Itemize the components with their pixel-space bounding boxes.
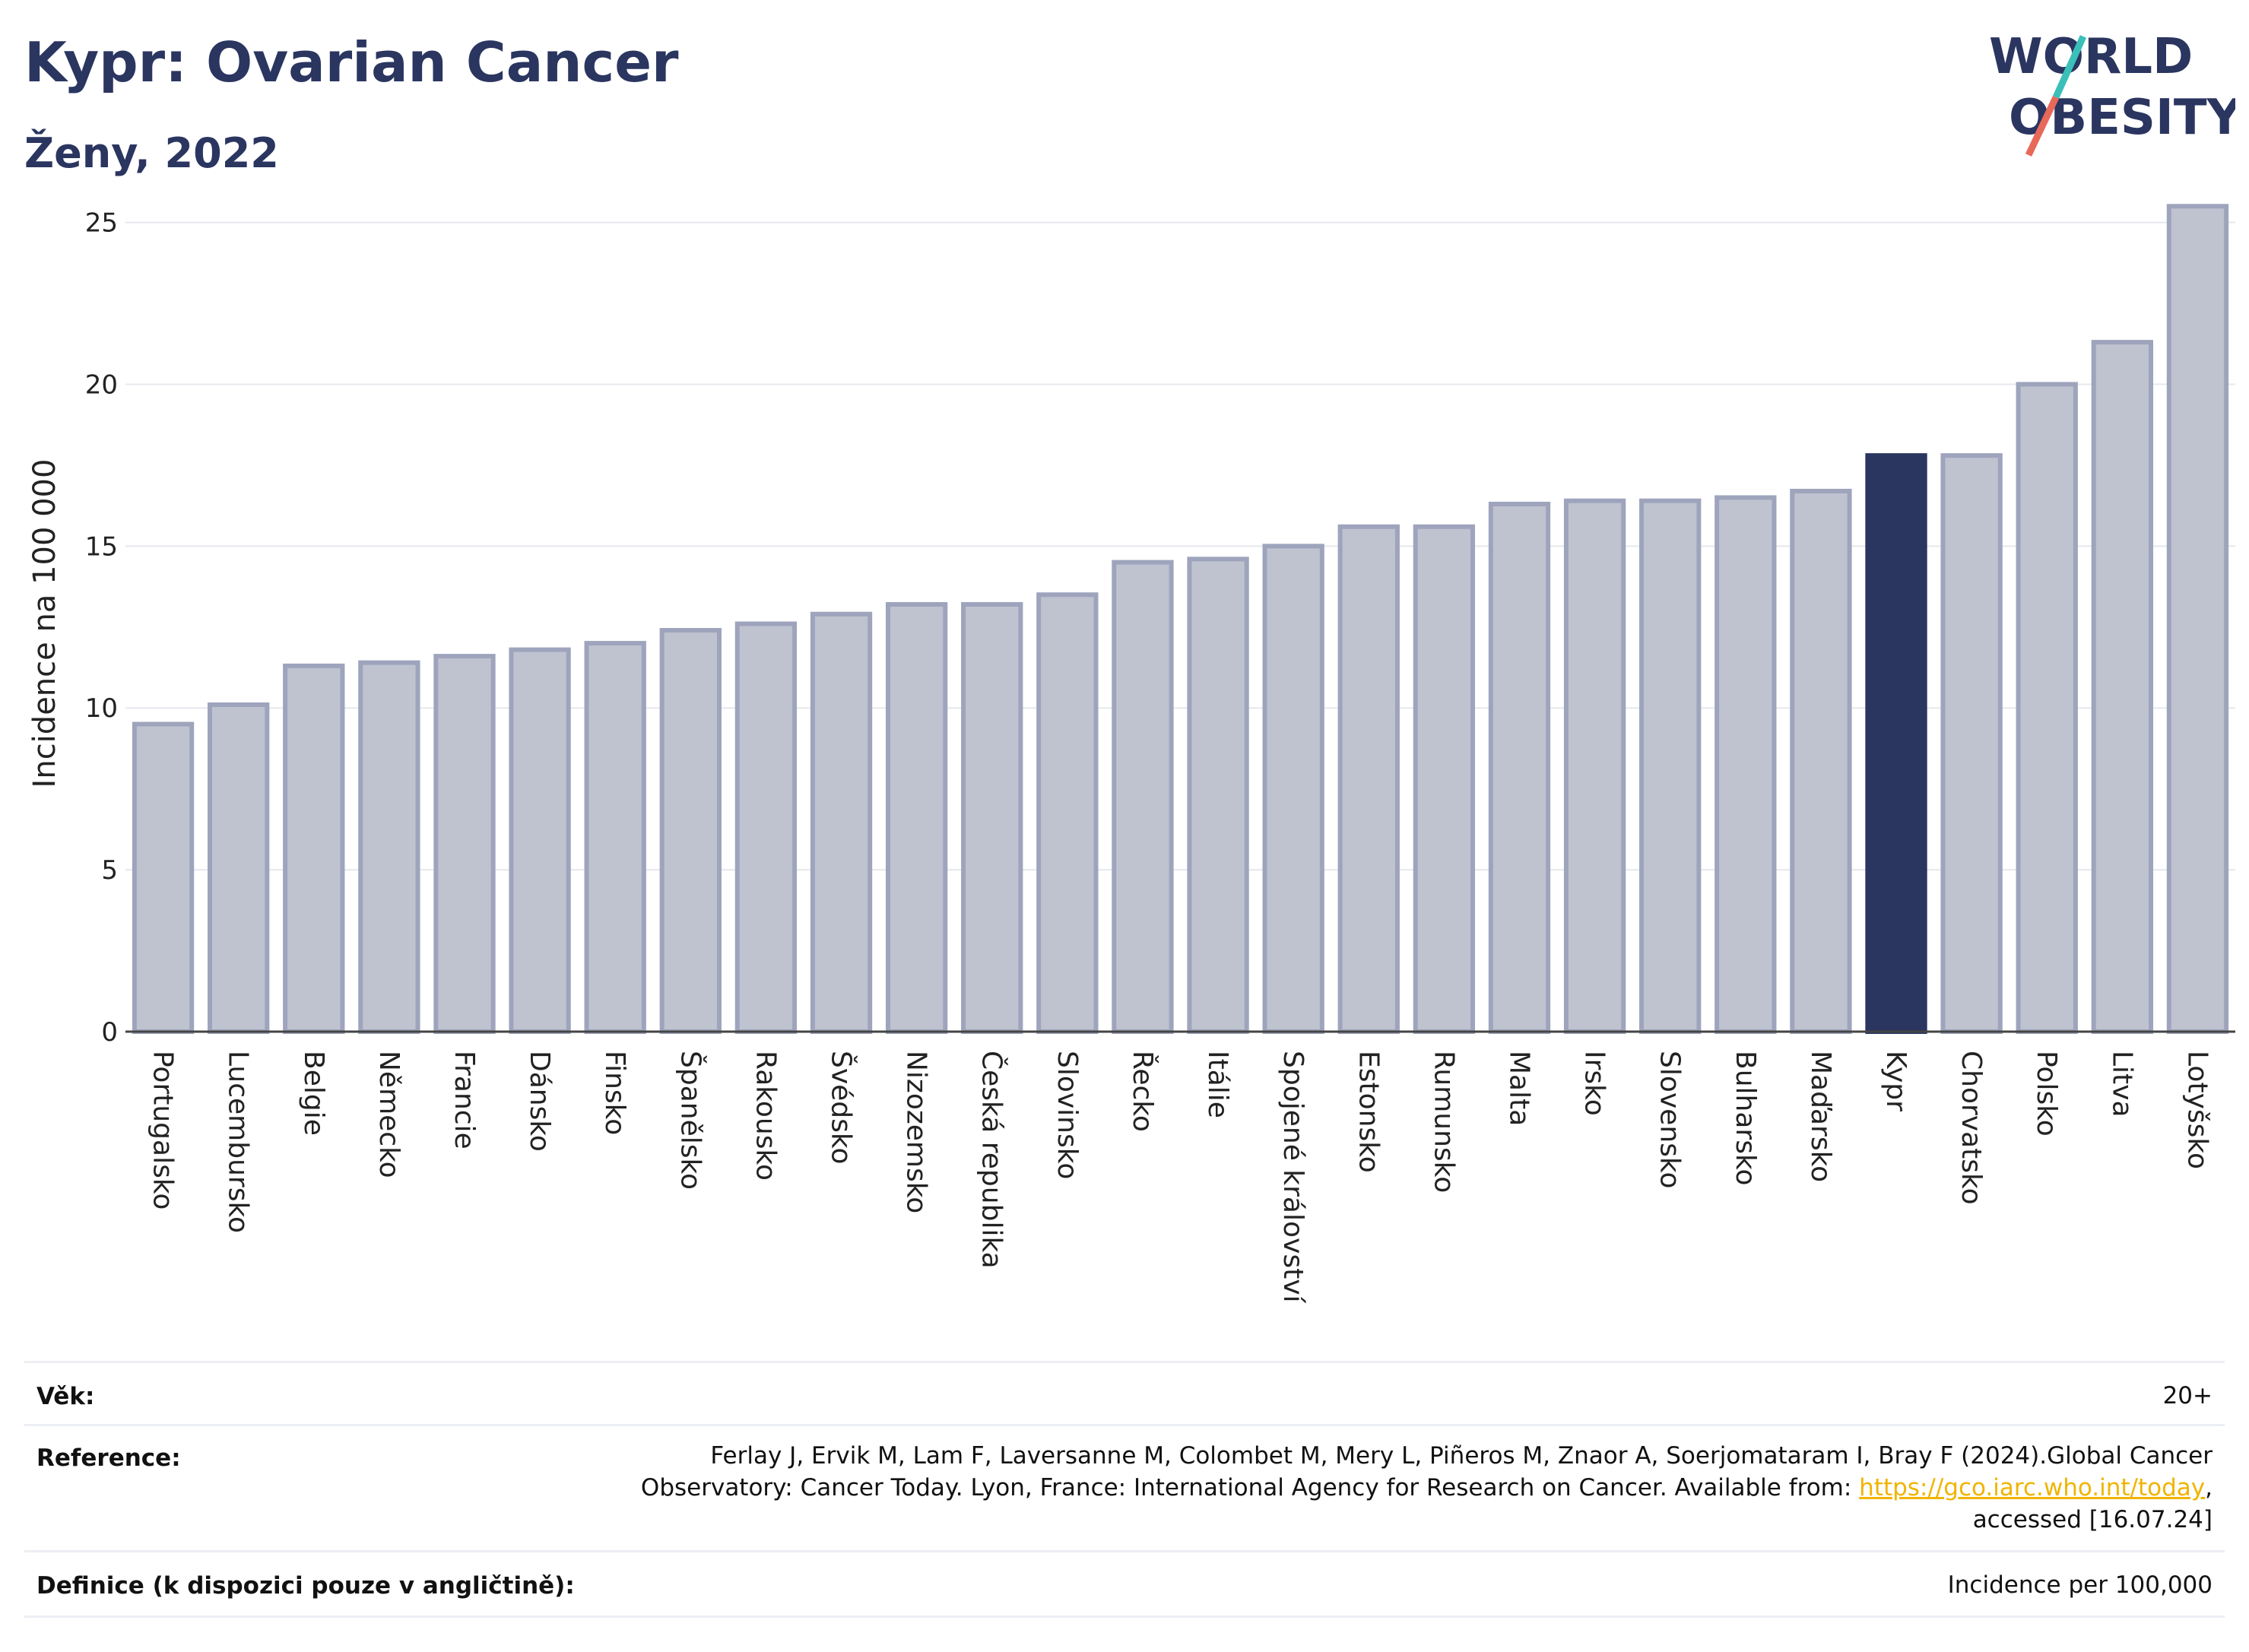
reference-line2: Observatory: Cancer Today. Lyon, France:… [641,1472,2213,1504]
bar-Lotyšsko [2166,204,2229,1034]
reference-text: Ferlay J, Ervik M, Lam F, Laversanne M, … [641,1440,2213,1536]
bar-Bulharsko [1715,495,1777,1034]
x-tick-label: Slovensko [1654,1051,1686,1189]
bar-Nizozemsko [885,601,948,1034]
bar-Slovinsko [1036,592,1099,1034]
y-tick-label: 20 [85,369,118,400]
bar-Francie [433,654,496,1034]
definition-row: Definice (k dispozici pouze v angličtině… [24,1550,2225,1618]
bar-Řecko [1112,560,1174,1034]
x-tick-label: Rumunsko [1428,1051,1459,1193]
x-tick-label: Řecko [1127,1051,1159,1132]
logo-line1: WORLD [1989,29,2193,85]
bar-Chorvatsko [1940,453,2003,1034]
reference-line2-tail: , [2205,1474,2213,1501]
x-tick-label: Chorvatsko [1956,1051,1987,1205]
bar-Irsko [1563,498,1626,1034]
age-row: Věk: 20+ [24,1361,2225,1426]
page-subtitle: Ženy, 2022 [24,129,279,177]
bar-Lucembursko [208,702,270,1034]
x-tick-label: Francie [449,1051,480,1149]
y-axis-ticks: 0 5 10 15 20 25 [85,208,118,1048]
bar-Kypr [1865,453,1927,1034]
reference-label: Reference: [36,1444,181,1472]
bar-Rumunsko [1413,524,1476,1034]
y-axis-title: Incidence na 100 000 [27,459,62,788]
x-tick-label: Německo [373,1051,404,1178]
world-obesity-logo: WORLD OBESITY [1989,29,2235,157]
age-value: 20+ [2162,1382,2213,1409]
bar-chart: 0 5 10 15 20 25 Portugalsko Lucembursko Belgie N… [27,204,2235,1304]
bar-Španělsko [659,628,722,1034]
x-tick-label: Bulharsko [1730,1051,1761,1186]
x-tick-label: Švédsko [826,1051,858,1165]
bar-Itálie [1187,556,1249,1034]
logo-slash-teal [2052,35,2087,99]
y-tick-label: 25 [85,208,118,239]
reference-line3: accessed [16.07.24] [1972,1506,2213,1533]
x-tick-label: Rakousko [750,1051,781,1181]
y-tick-label: 5 [101,855,118,886]
bar-Portugalsko [132,721,195,1034]
reference-row: Reference: Ferlay J, Ervik M, Lam F, Lav… [24,1424,2225,1552]
bar-Maďarsko [1790,488,1852,1034]
x-tick-label: Litva [2106,1051,2137,1118]
x-tick-label: Finsko [599,1051,630,1135]
x-tick-label: Lucembursko [223,1051,254,1233]
x-tick-label: Spojené království [1277,1051,1308,1304]
x-tick-label: Belgie [298,1051,329,1136]
x-tick-label: Nizozemsko [901,1051,932,1213]
bar-Belgie [283,663,345,1035]
bar-Švédsko [810,611,873,1034]
x-tick-label: Dánsko [524,1051,555,1152]
x-tick-label: Lotyšsko [2181,1051,2213,1169]
bar-Rakousko [734,621,798,1034]
x-tick-label: Malta [1503,1051,1534,1126]
x-tick-label: Itálie [1202,1051,1233,1118]
definition-label: Definice (k dispozici pouze v angličtině… [36,1572,575,1600]
x-tick-label: Slovinsko [1052,1051,1083,1179]
x-tick-label: Kypr [1880,1051,1911,1111]
definition-value: Incidence per 100,000 [1947,1571,2213,1599]
x-axis-labels: Portugalsko Lucembursko Belgie Německo Franc… [148,1051,2213,1304]
bar-Estonsko [1337,524,1400,1034]
bar-Finsko [584,641,646,1034]
reference-line1: Ferlay J, Ervik M, Lam F, Laversanne M, … [710,1442,2213,1470]
bar-Německo [358,660,420,1034]
page-title: Kypr: Ovarian Cancer [24,30,679,94]
bar-Litva [2091,340,2153,1035]
x-tick-label: Maďarsko [1805,1051,1836,1182]
x-tick-label: Irsko [1579,1051,1610,1116]
x-tick-label: Estonsko [1353,1051,1384,1173]
bar-Dánsko [509,647,571,1034]
bar-Malta [1488,501,1551,1034]
age-label: Věk: [36,1383,95,1410]
bar-Polsko [2016,382,2078,1034]
y-tick-label: 0 [101,1017,118,1048]
y-tick-label: 15 [85,531,118,562]
y-tick-label: 10 [85,693,118,724]
reference-link[interactable]: https://gco.iarc.who.int/today [1859,1474,2206,1501]
reference-line2-text: Observatory: Cancer Today. Lyon, France:… [640,1474,1860,1501]
bar-Česká republika [961,601,1023,1034]
x-tick-label: Polsko [2031,1051,2062,1137]
x-tick-label: Španělsko [674,1051,706,1190]
x-tick-label: Česká republika [976,1051,1008,1269]
bars [132,204,2229,1035]
bar-Spojené království [1262,544,1324,1034]
x-tick-label: Portugalsko [148,1051,179,1210]
bar-Slovensko [1639,498,1702,1034]
logo-slash-red [2025,96,2060,157]
